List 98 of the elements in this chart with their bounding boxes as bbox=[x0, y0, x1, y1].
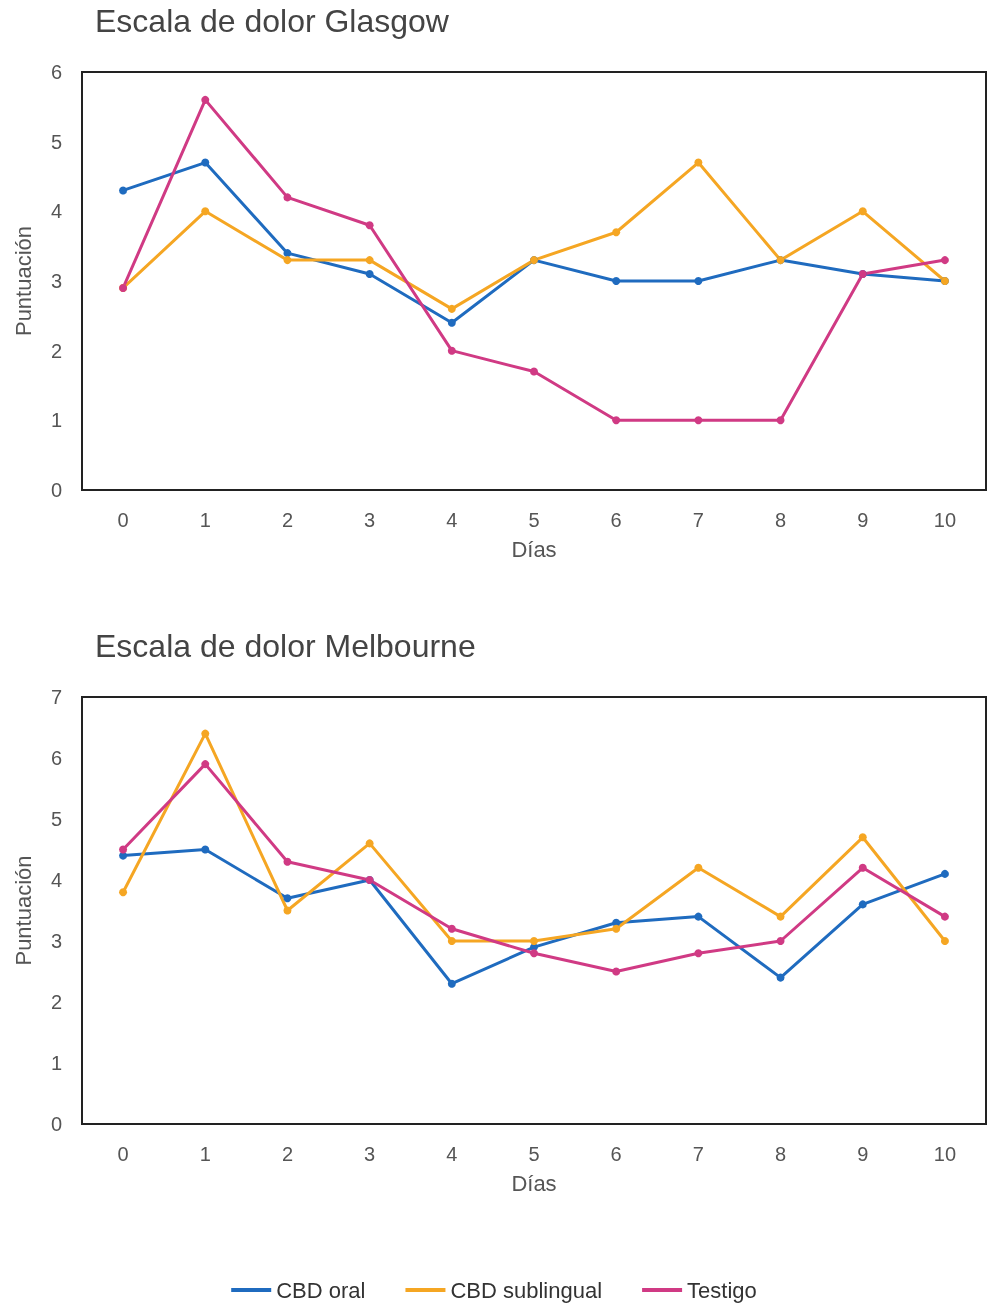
y-tick-label: 5 bbox=[50, 808, 62, 830]
point bbox=[858, 833, 867, 842]
point bbox=[119, 845, 128, 854]
x-tick-label: 0 bbox=[117, 509, 129, 531]
point bbox=[447, 924, 456, 933]
point bbox=[940, 869, 949, 878]
x-tick-label: 8 bbox=[774, 509, 787, 531]
point bbox=[201, 845, 210, 854]
y-axis-title: Puntuación bbox=[10, 225, 36, 337]
y-tick-label: 2 bbox=[50, 339, 62, 362]
x-tick-label: 10 bbox=[933, 509, 957, 531]
x-tick-label: 0 bbox=[117, 1143, 129, 1165]
point bbox=[940, 256, 949, 265]
x-tick-label: 7 bbox=[692, 509, 704, 531]
x-tick-label: 7 bbox=[692, 1143, 704, 1165]
x-tick-label: 4 bbox=[446, 509, 458, 531]
x-tick-label: 3 bbox=[364, 509, 376, 531]
chart-title: Escala de dolor Glasgow bbox=[95, 3, 450, 39]
y-tick-label: 3 bbox=[50, 270, 62, 292]
point bbox=[201, 207, 210, 216]
point bbox=[119, 186, 128, 195]
point bbox=[694, 949, 703, 958]
y-tick-label: 3 bbox=[50, 930, 62, 952]
legend-label: Testigo bbox=[687, 1277, 757, 1303]
point bbox=[365, 256, 374, 265]
y-tick-label: 1 bbox=[50, 1052, 62, 1074]
x-tick-label: 9 bbox=[857, 1143, 869, 1165]
point bbox=[201, 760, 210, 769]
x-tick-label: 1 bbox=[199, 509, 211, 531]
y-tick-label: 6 bbox=[50, 61, 62, 83]
point bbox=[201, 95, 210, 104]
y-tick-label: 4 bbox=[50, 200, 62, 223]
point bbox=[119, 851, 128, 860]
point bbox=[858, 863, 867, 872]
legend-label: CBD sublingual bbox=[450, 1277, 603, 1303]
point bbox=[530, 937, 538, 945]
point bbox=[612, 228, 621, 237]
y-tick-label: 0 bbox=[50, 1113, 62, 1135]
point bbox=[283, 249, 292, 258]
point bbox=[694, 863, 703, 872]
legend-label: CBD oral bbox=[276, 1277, 366, 1303]
x-tick-label: 2 bbox=[281, 1143, 294, 1165]
point bbox=[447, 346, 456, 355]
x-tick-label: 6 bbox=[610, 1143, 622, 1165]
point bbox=[694, 158, 703, 167]
x-tick-label: 3 bbox=[364, 1143, 376, 1165]
x-axis-title: Días bbox=[511, 1170, 557, 1196]
x-axis-title: Días bbox=[511, 536, 557, 562]
y-tick-label: 6 bbox=[50, 747, 62, 769]
point bbox=[447, 318, 456, 327]
x-tick-label: 10 bbox=[933, 1143, 957, 1165]
point bbox=[940, 937, 949, 945]
point bbox=[365, 270, 374, 279]
point bbox=[858, 900, 867, 909]
point bbox=[612, 277, 621, 285]
point bbox=[283, 857, 292, 866]
x-tick-label: 9 bbox=[857, 509, 869, 531]
y-tick-label: 4 bbox=[50, 869, 62, 891]
point bbox=[776, 973, 785, 982]
point bbox=[612, 924, 621, 933]
chart-title: Escala de dolor Melbourne bbox=[95, 628, 476, 664]
y-tick-label: 7 bbox=[50, 686, 62, 708]
point bbox=[694, 912, 703, 921]
point bbox=[858, 207, 867, 216]
x-tick-label: 8 bbox=[774, 1143, 787, 1165]
x-tick-label: 5 bbox=[528, 509, 540, 531]
point bbox=[612, 967, 621, 976]
point bbox=[201, 729, 210, 738]
point bbox=[530, 949, 538, 958]
point bbox=[694, 277, 703, 285]
point bbox=[776, 416, 785, 425]
point bbox=[283, 256, 292, 265]
x-tick-label: 1 bbox=[199, 1143, 211, 1165]
point bbox=[940, 912, 949, 921]
x-tick-label: 5 bbox=[528, 1143, 540, 1165]
point bbox=[530, 367, 538, 376]
y-tick-label: 1 bbox=[50, 409, 62, 432]
point bbox=[119, 888, 128, 897]
y-axis-title: Puntuación bbox=[10, 855, 36, 966]
point bbox=[776, 912, 785, 921]
point bbox=[365, 839, 374, 848]
point bbox=[612, 416, 621, 425]
x-tick-label: 2 bbox=[281, 509, 294, 531]
y-tick-label: 2 bbox=[50, 991, 62, 1013]
point bbox=[283, 894, 292, 903]
y-tick-label: 5 bbox=[50, 130, 62, 153]
point bbox=[201, 158, 210, 167]
point bbox=[365, 221, 374, 230]
x-tick-label: 4 bbox=[446, 1143, 458, 1165]
point bbox=[447, 937, 456, 945]
point bbox=[776, 937, 785, 945]
point bbox=[694, 416, 703, 425]
x-tick-label: 6 bbox=[610, 509, 622, 531]
point bbox=[447, 979, 456, 988]
point bbox=[283, 906, 292, 915]
point bbox=[283, 193, 292, 202]
point bbox=[447, 304, 456, 313]
y-tick-label: 0 bbox=[50, 479, 62, 501]
